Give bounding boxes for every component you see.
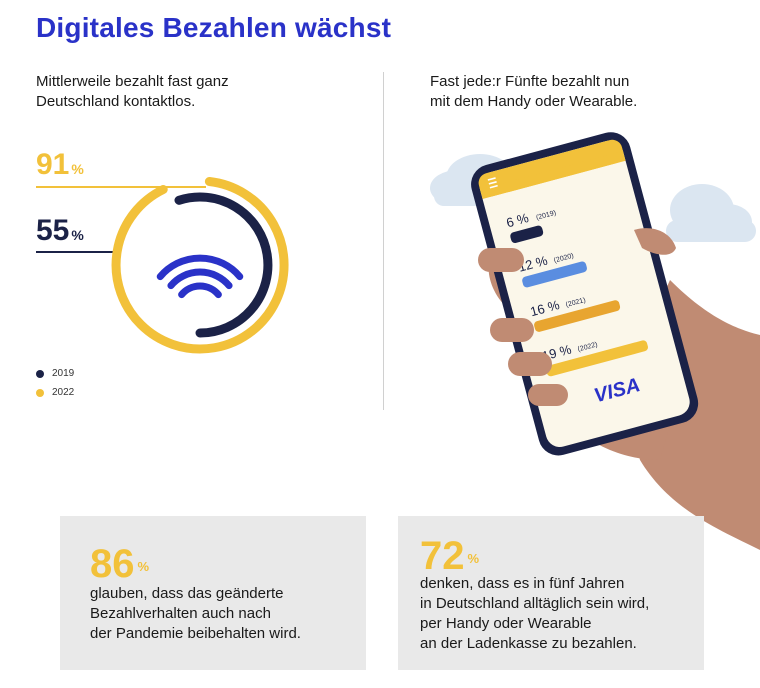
stat-86-line: glauben, dass das geänderte: [90, 585, 284, 602]
phone-bar-category: (2021): [565, 297, 586, 309]
phone-bar-category: (2022): [577, 341, 598, 353]
stat-72-unit: %: [467, 551, 480, 566]
phone-bar: [534, 300, 621, 332]
phone-bar: [545, 340, 648, 377]
phone-bar-row: 6 % (2019): [505, 210, 557, 243]
phone-bar: [510, 225, 544, 243]
stat-86-line: Bezahlverhalten auch nach: [90, 605, 271, 622]
value-2022-label: 91%: [36, 148, 84, 182]
contactless-radial-chart: [36, 177, 289, 354]
stat-card-72-text: denken, dass es in fünf Jahren in Deutsc…: [420, 574, 649, 654]
right-subtitle-line1: Fast jede:r Fünfte bezahlt nun: [430, 73, 630, 90]
wifi-icon: [156, 254, 244, 299]
phone-bar: [522, 261, 587, 288]
phone-illustration: 6 % (2019) 12 % (2020) 16 % (2021) 19 % …: [430, 132, 760, 550]
value-2022-unit: %: [71, 161, 84, 177]
legend-swatch-2022: [36, 388, 44, 397]
wifi-arc-middle: [167, 268, 233, 290]
stat-card-72: 72% denken, dass es in fünf Jahren in De…: [398, 516, 704, 670]
center-divider: [383, 72, 384, 410]
menu-icon: [487, 177, 498, 189]
cloud-right: [666, 184, 756, 242]
phone-bar-chart: 6 % (2019) 12 % (2020) 16 % (2021) 19 % …: [505, 210, 648, 377]
stat-72-number: 72: [420, 534, 465, 578]
value-2022-number: 91: [36, 148, 70, 181]
stat-72-line: denken, dass es in fünf Jahren: [420, 575, 625, 592]
right-subtitle-line2: mit dem Handy oder Wearable.: [430, 93, 638, 110]
value-2019-label: 55%: [36, 214, 84, 248]
stat-86-number: 86: [90, 542, 135, 586]
phone-bar-category: (2020): [553, 253, 574, 265]
phone-bar-value: 6 %: [505, 210, 531, 230]
hand-fingers: [478, 228, 676, 406]
legend-item-2022: 2022: [36, 387, 74, 398]
stat-72-line: an der Ladenkasse zu bezahlen.: [420, 635, 637, 652]
legend-swatch-2019: [36, 369, 44, 378]
stat-card-86-text: glauben, dass das geänderte Bezahlverhal…: [90, 584, 301, 644]
phone-bar-category: (2019): [535, 210, 556, 222]
wifi-arc-inner: [178, 282, 222, 299]
wifi-arc-outer: [156, 254, 244, 281]
left-subtitle-line1: Mittlerweile bezahlt fast ganz: [36, 73, 229, 90]
legend-label-2019: 2019: [52, 368, 75, 379]
arc-2022: [111, 177, 289, 354]
stat-72-line: per Handy oder Wearable: [420, 615, 592, 632]
page-title: Digitales Bezahlen wächst: [36, 12, 392, 43]
value-2019-unit: %: [71, 227, 84, 243]
left-subtitle: Mittlerweile bezahlt fast ganz Deutschla…: [36, 72, 229, 112]
arc-2019: [174, 192, 273, 338]
stat-card-86-value: 86%: [90, 542, 149, 587]
stat-card-86: 86% glauben, dass das geänderte Bezahlve…: [60, 516, 366, 670]
legend-item-2019: 2019: [36, 368, 74, 379]
stat-86-unit: %: [137, 559, 150, 574]
left-subtitle-line2: Deutschland kontaktlos.: [36, 93, 196, 110]
stat-card-72-value: 72%: [420, 534, 479, 579]
value-2019-number: 55: [36, 214, 70, 247]
legend-label-2022: 2022: [52, 387, 75, 398]
stat-86-line: der Pandemie beibehalten wird.: [90, 625, 301, 642]
stat-72-line: in Deutschland alltäglich sein wird,: [420, 595, 650, 612]
right-subtitle: Fast jede:r Fünfte bezahlt nun mit dem H…: [430, 72, 637, 112]
